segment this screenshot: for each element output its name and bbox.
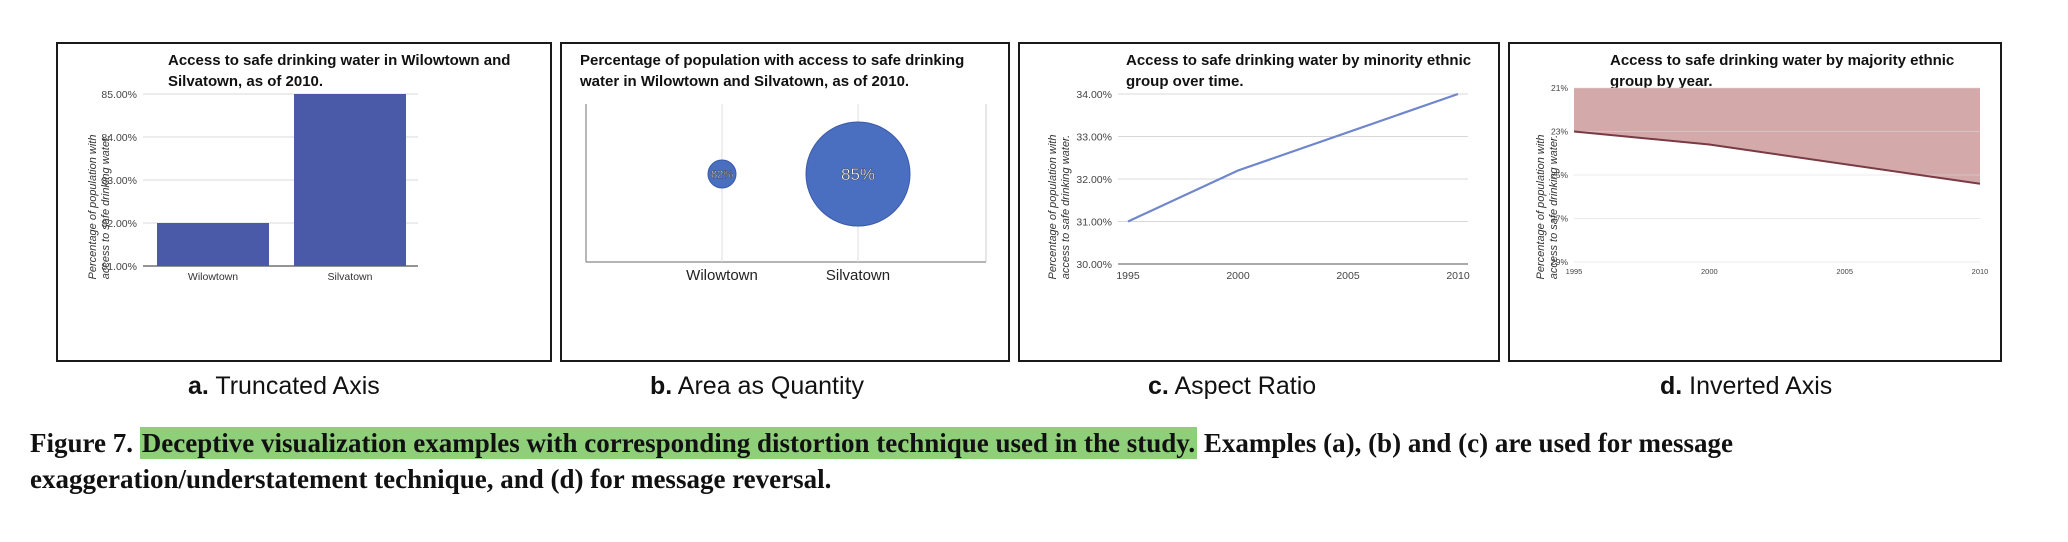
y-tick-d-4: 29% (1551, 257, 1568, 267)
figure-caption-rest: Examples (a), (b) and (c) are used for m… (30, 428, 1734, 494)
y-tick-c-4: 30.00% (1076, 259, 1112, 271)
subcaption-c-letter: c. (1148, 372, 1169, 400)
subcaption-d-text: Inverted Axis (1689, 372, 1833, 400)
bubble-label-1: 85% (841, 165, 875, 184)
subcaption-b-letter: b. (650, 372, 673, 400)
panel-c-title: Access to safe drinking water by minorit… (1126, 52, 1472, 90)
y-tick-a-3: 82.00% (101, 218, 137, 230)
x-tick-c-3: 2010 (1446, 270, 1470, 282)
bubble-wilowtown (707, 159, 737, 189)
y-tick-a-0: 85.00% (101, 89, 137, 101)
subcaption-d-letter: d. (1660, 372, 1683, 400)
panel-c-chart: 34.00% 33.00% 32.00% 31.00% 30.00% 1995 2000 20… (1076, 89, 1470, 282)
bar-silvatown (294, 94, 406, 266)
panel-b-title: Percentage of population with access to … (580, 52, 965, 90)
x-tick-a-1: Silvatown (328, 271, 373, 283)
y-tick-d-0: 21% (1551, 83, 1568, 93)
y-tick-c-0: 34.00% (1076, 89, 1112, 101)
y-tick-c-3: 31.00% (1076, 217, 1112, 229)
subcaption-b-text: Area as Quantity (677, 372, 865, 400)
subcaption-a-text: Truncated Axis (215, 372, 380, 400)
x-tick-d-3: 2010 (1972, 267, 1989, 276)
y-tick-d-1: 23% (1551, 127, 1568, 137)
bar-wilowtown (157, 223, 269, 266)
y-tick-d-3: 27% (1551, 214, 1568, 224)
panel-d-title: Access to safe drinking water by majorit… (1610, 52, 1955, 90)
y-tick-a-2: 83.00% (101, 175, 137, 187)
series-line-c (1127, 92, 1459, 223)
bubble-label-0: 82% (711, 169, 733, 181)
figure-caption-label: Figure 7. (30, 428, 133, 458)
panel-d-chart: 21% 23% 25% 27% 29%1995 2000 2005 2010 (1551, 83, 1989, 276)
x-tick-b-1: Silvatown (826, 267, 890, 284)
panel-a-title: Access to safe drinking water in Wilowto… (168, 52, 511, 90)
x-tick-c-0: 1995 (1116, 270, 1140, 282)
y-tick-a-4: 81.00% (101, 261, 137, 273)
x-tick-a-0: Wilowtown (188, 271, 238, 283)
subcaption-c: c. Aspect Ratio (1148, 372, 1316, 401)
x-tick-d-0: 1995 (1566, 267, 1583, 276)
panel-c-aspect-ratio: Access to safe drinking water by minorit… (1018, 42, 1500, 362)
panel-a-chart: 85.00% 84.00% 83.00% 82.00% 81.00% Wilowtown S… (101, 89, 418, 283)
x-tick-b-0: Wilowtown (686, 267, 758, 284)
panel-b-area-as-quantity: Percentage of population with access to … (560, 42, 1010, 362)
subcaption-d: d. Inverted Axis (1660, 372, 1832, 401)
panel-b-chart: 82% Wilowtown 85% Silvatown (585, 104, 987, 284)
subcaption-b: b. Area as Quantity (650, 372, 864, 401)
figure-caption-highlight: Deceptive visualization examples with co… (139, 427, 1198, 459)
x-tick-c-1: 2000 (1226, 270, 1250, 282)
y-tick-c-2: 32.00% (1076, 174, 1112, 186)
bubble-silvatown (805, 121, 911, 227)
x-tick-d-2: 2005 (1836, 267, 1853, 276)
y-tick-a-1: 84.00% (101, 132, 137, 144)
x-tick-d-1: 2000 (1701, 267, 1718, 276)
y-tick-c-1: 33.00% (1076, 132, 1112, 144)
area-fill-d (1574, 88, 1980, 184)
x-tick-c-2: 2005 (1336, 270, 1360, 282)
subcaption-c-text: Aspect Ratio (1174, 372, 1317, 400)
panel-d-inverted-axis: Access to safe drinking water by majorit… (1508, 42, 2002, 362)
subcaption-a: a. Truncated Axis (188, 372, 380, 401)
series-line-d (1573, 130, 1981, 185)
figure-caption: Figure 7. Deceptive visualization exampl… (30, 425, 2040, 497)
subcaption-a-letter: a. (188, 372, 209, 400)
y-tick-d-2: 25% (1551, 170, 1568, 180)
panel-a-truncated-axis: Access to safe drinking water in Wilowto… (56, 42, 552, 362)
